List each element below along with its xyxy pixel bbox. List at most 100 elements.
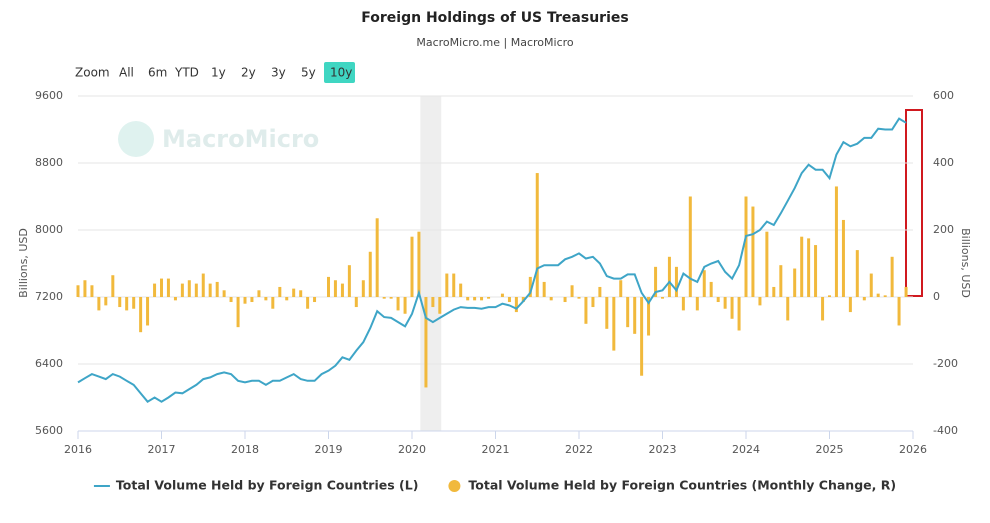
bar xyxy=(459,283,463,297)
x-tick-label: 2017 xyxy=(148,443,176,456)
bar xyxy=(313,297,317,303)
bar xyxy=(897,297,901,326)
bar xyxy=(83,280,87,297)
bar xyxy=(779,265,783,297)
range-button[interactable]: 1y xyxy=(211,66,226,80)
y-tick-label: 8800 xyxy=(35,156,63,169)
bar xyxy=(180,283,184,297)
bar xyxy=(869,273,873,297)
bar xyxy=(306,297,310,309)
range-button[interactable]: 6m xyxy=(148,66,167,80)
bar xyxy=(855,250,859,297)
bar xyxy=(605,297,609,329)
bar xyxy=(146,297,150,326)
range-button-label: 2y xyxy=(241,66,256,80)
watermark-logo xyxy=(118,121,154,157)
x-tick-label: 2021 xyxy=(482,443,510,456)
y-tick-label: 8000 xyxy=(35,223,63,236)
bar xyxy=(800,236,804,297)
bar xyxy=(647,297,651,336)
range-button-label: All xyxy=(119,66,134,80)
bar xyxy=(737,297,741,331)
bar xyxy=(243,297,247,304)
bar xyxy=(521,297,525,303)
range-button-label: 6m xyxy=(148,66,167,80)
y-tick-label: 5600 xyxy=(35,424,63,437)
bar xyxy=(173,297,177,301)
bar xyxy=(709,281,713,297)
bar xyxy=(361,280,365,297)
bar xyxy=(619,280,623,297)
bar xyxy=(403,297,407,314)
bar xyxy=(466,297,470,301)
bar xyxy=(264,297,268,301)
x-tick-label: 2025 xyxy=(816,443,844,456)
bar xyxy=(507,297,511,303)
bar xyxy=(76,285,80,297)
range-button[interactable]: YTD xyxy=(174,66,199,80)
bar xyxy=(841,219,845,297)
bar xyxy=(187,280,191,297)
range-button[interactable]: 5y xyxy=(301,66,316,80)
bar xyxy=(215,281,219,297)
bar xyxy=(166,278,170,297)
bar xyxy=(396,297,400,311)
chart-title: Foreign Holdings of US Treasuries xyxy=(361,10,628,26)
y2-axis-title: Billions, USD xyxy=(959,228,972,298)
watermark: MacroMicro xyxy=(118,121,319,157)
range-button[interactable]: 10y xyxy=(324,62,355,83)
bar xyxy=(591,297,595,308)
bar xyxy=(828,295,831,297)
bar xyxy=(667,256,671,297)
bar xyxy=(584,297,588,324)
shaded-region xyxy=(420,96,442,431)
bar xyxy=(431,297,435,308)
y2-tick-label: -200 xyxy=(933,357,958,370)
bar xyxy=(904,286,908,297)
range-button[interactable]: All xyxy=(119,66,134,80)
bar xyxy=(118,297,122,308)
bar xyxy=(333,280,337,297)
bar xyxy=(612,297,616,351)
range-button-label: 3y xyxy=(271,66,286,80)
bar xyxy=(375,218,379,297)
bar xyxy=(848,297,852,313)
bar xyxy=(577,297,581,299)
bar xyxy=(821,297,825,321)
y-axis-title: Billions, USD xyxy=(17,228,30,298)
bar xyxy=(340,283,344,297)
bar xyxy=(876,293,880,297)
bar xyxy=(514,297,518,313)
y2-tick-label: 200 xyxy=(933,223,954,236)
bar xyxy=(758,297,762,306)
y-tick-label: 6400 xyxy=(35,357,63,370)
watermark-text: MacroMicro xyxy=(162,125,319,153)
x-tick-label: 2016 xyxy=(64,443,92,456)
y2-tick-label: 600 xyxy=(933,89,954,102)
legend-label: Total Volume Held by Foreign Countries (… xyxy=(468,478,896,493)
bar xyxy=(250,297,254,303)
bar xyxy=(201,273,205,297)
bar xyxy=(229,297,233,303)
chart-subtitle: MacroMicro.me | MacroMicro xyxy=(416,36,574,49)
bar xyxy=(500,293,504,297)
bar xyxy=(278,286,282,297)
bar xyxy=(528,276,532,297)
range-button[interactable]: 2y xyxy=(241,66,256,80)
x-tick-label: 2026 xyxy=(899,443,927,456)
y2-tick-label: 400 xyxy=(933,156,954,169)
highlight-box xyxy=(905,109,923,297)
bar xyxy=(368,251,372,297)
range-button[interactable]: 3y xyxy=(271,66,286,80)
bar xyxy=(814,245,818,297)
x-tick-label: 2020 xyxy=(398,443,426,456)
bar xyxy=(807,238,811,297)
range-button-label: 10y xyxy=(330,66,352,80)
bar xyxy=(139,297,143,333)
bar xyxy=(633,297,637,334)
zoom-label: Zoom xyxy=(75,66,110,80)
bar xyxy=(744,196,748,297)
bar xyxy=(285,297,289,301)
range-button-bg xyxy=(324,62,355,83)
bar xyxy=(751,206,755,297)
